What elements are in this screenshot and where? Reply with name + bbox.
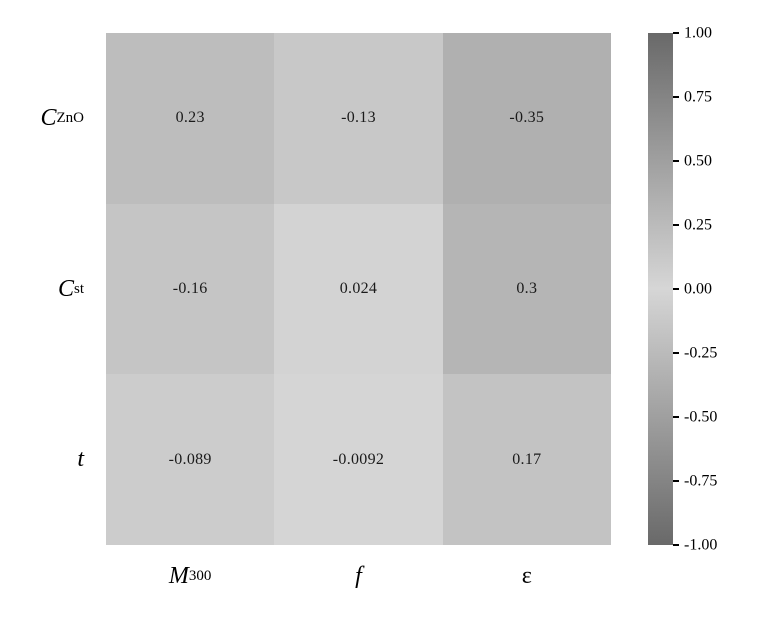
colorbar-tick-label: -1.00	[684, 536, 718, 554]
colorbar-tick-label: 1.00	[684, 24, 712, 42]
colorbar-tick-mark	[673, 288, 679, 290]
colorbar-tick-mark	[673, 96, 679, 98]
axis-label-text: t	[77, 446, 84, 473]
colorbar-tick-mark	[673, 416, 679, 418]
cell-value-label: -0.089	[168, 450, 212, 468]
col-label-epsilon: ε	[443, 556, 611, 596]
colorbar-tick-mark	[673, 224, 679, 226]
col-label-M_300: M 300	[168, 562, 212, 589]
heatmap-cell-C_st-M_300: -0.16	[106, 203, 275, 375]
cell-value-label: 0.17	[512, 450, 542, 468]
colorbar-tick-mark	[673, 480, 679, 482]
cell-value-label: 0.23	[175, 109, 205, 127]
heatmap-grid: 0.23 -0.13 -0.35 -0.16 0.024 0.3 -0.089 -0.0092…	[106, 33, 611, 545]
cell-value-label: 0.3	[516, 279, 538, 297]
colorbar-tick-mark	[673, 32, 679, 34]
colorbar-tick-mark	[673, 544, 679, 546]
colorbar-tick-label: -0.75	[684, 472, 718, 490]
heatmap-cell-C_st-epsilon: 0.3	[442, 203, 611, 375]
cell-value-label: -0.35	[509, 109, 545, 127]
axis-label-text: ε	[521, 562, 532, 589]
axis-label-text: C	[57, 275, 74, 302]
heatmap-cell-t-epsilon: 0.17	[442, 374, 611, 545]
heatmap-cell-t-f: -0.0092	[274, 374, 443, 545]
axis-label-text: M	[168, 562, 189, 589]
x-axis-column-labels: M 300 f ε	[106, 556, 611, 596]
row-label-t: t	[0, 374, 98, 545]
colorbar-tick-label: 0.00	[684, 280, 712, 298]
colorbar-gradient	[648, 33, 673, 545]
colorbar-tick-mark	[673, 160, 679, 162]
colorbar-tick-label: 0.50	[684, 152, 712, 170]
cell-value-label: -0.0092	[332, 450, 385, 468]
heatmap-cell-t-M_300: -0.089	[106, 374, 275, 545]
heatmap-cell-C_ZnO-M_300: 0.23	[106, 33, 275, 204]
heatmap-cell-C_ZnO-f: -0.13	[274, 33, 443, 204]
colorbar-tick-mark	[673, 352, 679, 354]
colorbar: 1.00 0.75 0.50 0.25 0.00 -0.25 -0.50 -0.75 -1.00	[648, 25, 717, 554]
heatmap-cell-C_ZnO-epsilon: -0.35	[442, 33, 611, 204]
colorbar-tick-label: -0.25	[684, 344, 718, 362]
cell-value-label: 0.024	[339, 279, 378, 297]
heatmap-cell-C_st-f: 0.024	[274, 203, 443, 375]
axis-label-text: C	[40, 104, 57, 131]
axis-label-text: f	[355, 562, 362, 589]
colorbar-tick-label: -0.50	[684, 408, 718, 426]
colorbar-tick-label: 0.25	[684, 216, 712, 234]
row-label-C_ZnO: C ZnO	[40, 104, 84, 131]
cell-value-label: -0.13	[341, 109, 376, 127]
colorbar-tick-label: 0.75	[684, 88, 712, 106]
cell-value-label: -0.16	[172, 279, 208, 297]
col-label-f: f	[274, 556, 442, 596]
